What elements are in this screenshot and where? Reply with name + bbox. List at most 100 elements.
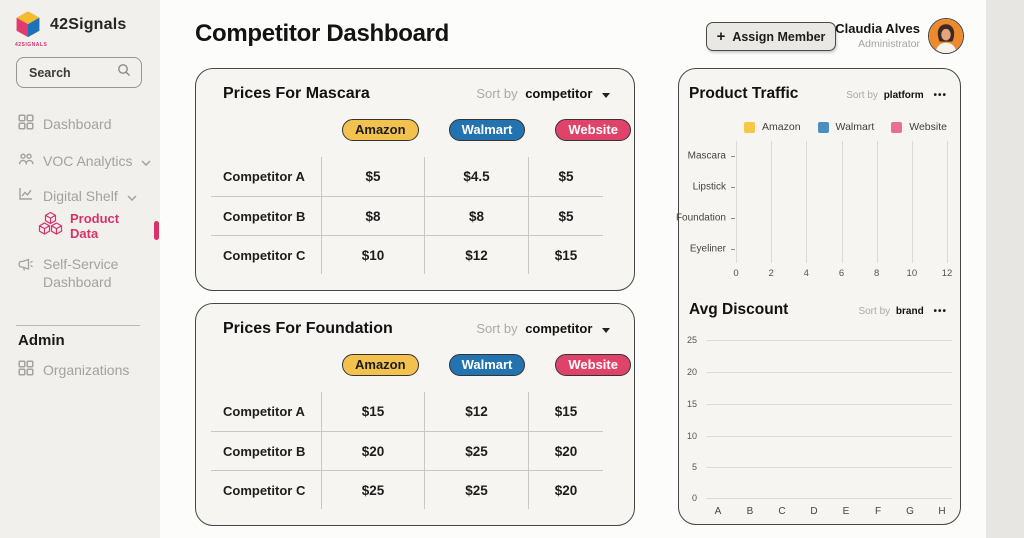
sidebar-item-label: VOC Analytics	[43, 152, 133, 169]
prices-for-foundation-card: Prices For Foundation Sort by competitor…	[195, 303, 635, 526]
filter-pill-amazon[interactable]: Amazon	[342, 119, 419, 141]
sort-by-dropdown[interactable]: Sort by competitor	[476, 321, 610, 336]
price-cell: $25	[424, 432, 528, 470]
sort-by-dropdown[interactable]: Sort by competitor	[476, 86, 610, 101]
y-tick-label: 25	[686, 335, 697, 345]
price-cell: $8	[424, 197, 528, 235]
more-options-icon[interactable]: •••	[933, 90, 947, 101]
y-category-label: Mascara	[687, 150, 726, 162]
price-cell: $25	[321, 471, 424, 509]
row-label: Competitor B	[223, 443, 306, 459]
price-cell: $20	[528, 432, 603, 470]
sidebar-item-organizations[interactable]: Organizations	[18, 360, 129, 379]
product-traffic-chart: Mascara Lipstick Foundation Eyeliner 0 2…	[676, 141, 952, 279]
price-cell: $20	[528, 471, 603, 509]
price-cell: $10	[321, 236, 424, 274]
sort-value: platform	[883, 90, 924, 101]
sort-value: brand	[895, 306, 924, 317]
assign-member-label: Assign Member	[732, 29, 826, 44]
avatar[interactable]	[928, 18, 964, 54]
card-title: Prices For Foundation	[223, 320, 393, 337]
sort-label: Sort by	[846, 90, 878, 101]
sidebar-item-digital-shelf[interactable]: Digital Shelf	[18, 186, 137, 205]
admin-section-heading: Admin	[18, 332, 65, 349]
price-cell: $15	[528, 236, 603, 274]
sort-value: competitor	[525, 86, 593, 101]
filter-pill-amazon[interactable]: Amazon	[342, 354, 419, 376]
more-options-icon[interactable]: •••	[933, 306, 947, 317]
sidebar-item-label: Organizations	[43, 361, 130, 378]
filter-pill-website[interactable]: Website	[555, 119, 631, 141]
sort-value: competitor	[525, 321, 593, 336]
sidebar-item-voc-analytics[interactable]: VOC Analytics	[18, 151, 152, 170]
prices-for-mascara-card: Prices For Mascara Sort by competitor Am…	[195, 68, 635, 291]
people-icon	[18, 151, 34, 170]
table-row: Competitor C $25 $25 $20	[211, 470, 603, 509]
sidebar-item-self-service-dashboard[interactable]: Self-Service Dashboard	[18, 255, 144, 291]
search-placeholder: Search	[29, 65, 71, 80]
table-row: Competitor B $8 $8 $5	[211, 196, 603, 235]
legend-swatch-walmart	[817, 121, 829, 133]
legend-label: Website	[909, 121, 947, 133]
x-tick-label: G	[906, 506, 914, 517]
legend-item-walmart[interactable]: Walmart	[817, 121, 875, 133]
filter-pill-website[interactable]: Website	[555, 354, 631, 376]
sidebar-item-label: Digital Shelf	[43, 187, 118, 204]
y-category-label: Eyeliner	[689, 243, 726, 255]
y-category-label: Foundation	[675, 212, 726, 224]
sidebar-item-label: Self-Service Dashboard	[43, 256, 119, 291]
x-tick-label: 12	[941, 268, 953, 279]
price-cell: $4.5	[424, 157, 528, 196]
price-cell: $8	[321, 197, 424, 235]
user-role: Administrator	[858, 38, 920, 50]
filter-pill-walmart[interactable]: Walmart	[448, 354, 526, 376]
x-tick-label: 0	[733, 268, 739, 279]
table-row: Competitor B $20 $25 $20	[211, 431, 603, 470]
page-title: Competitor Dashboard	[195, 20, 450, 47]
sidebar-item-label: Product Data	[70, 211, 120, 241]
legend-label: Walmart	[835, 121, 875, 133]
legend-item-amazon[interactable]: Amazon	[744, 121, 801, 133]
x-tick-label: C	[778, 506, 786, 517]
x-tick-label: E	[842, 506, 850, 517]
table-row: Competitor C $10 $12 $15	[211, 235, 603, 274]
price-cell: $5	[321, 157, 424, 196]
sidebar-item-product-data[interactable]: Product Data	[37, 211, 149, 242]
x-tick-label: F	[874, 506, 882, 517]
price-cell: $15	[321, 392, 424, 431]
search-icon[interactable]	[117, 63, 131, 82]
sort-by-dropdown[interactable]: Sort by brand •••	[858, 306, 947, 317]
filter-pill-walmart[interactable]: Walmart	[448, 119, 526, 141]
sort-label: Sort by	[476, 321, 518, 336]
chevron-down-icon[interactable]	[127, 188, 137, 204]
price-cell: $12	[424, 236, 528, 274]
card-title: Prices For Mascara	[223, 85, 370, 102]
legend-item-website[interactable]: Website	[891, 121, 947, 133]
product-traffic-title: Product Traffic	[689, 85, 799, 102]
row-label: Competitor A	[223, 169, 305, 184]
sort-by-dropdown[interactable]: Sort by platform •••	[846, 90, 947, 101]
sidebar: 42Signals 42SIGNALS Search Dashboard	[0, 0, 160, 538]
chevron-down-icon[interactable]	[141, 153, 152, 169]
assign-member-button[interactable]: + Assign Member	[706, 22, 836, 51]
sort-label: Sort by	[476, 86, 518, 101]
price-table: Competitor A $5 $4.5 $5 Competitor B $8 …	[211, 157, 603, 274]
search-input[interactable]: Search	[16, 57, 142, 88]
x-tick-label: D	[810, 506, 818, 517]
price-cell: $12	[424, 392, 528, 431]
sidebar-divider	[16, 325, 140, 326]
charts-card: Product Traffic Sort by platform ••• Ama…	[676, 68, 961, 525]
sidebar-item-dashboard[interactable]: Dashboard	[18, 114, 112, 133]
caret-down-icon	[602, 93, 610, 98]
line-chart-icon	[18, 186, 34, 205]
price-cell: $25	[424, 471, 528, 509]
sort-label: Sort by	[858, 306, 891, 317]
y-tick-label: 10	[686, 431, 697, 441]
price-cell: $15	[528, 392, 603, 431]
user-info: Claudia Alves Administrator	[788, 21, 920, 50]
x-tick-label: B	[746, 506, 754, 517]
brand-tagline: 42SIGNALS	[15, 42, 48, 48]
chart-legend: Amazon Walmart Website	[744, 121, 947, 133]
brand-name: 42Signals	[50, 16, 127, 33]
